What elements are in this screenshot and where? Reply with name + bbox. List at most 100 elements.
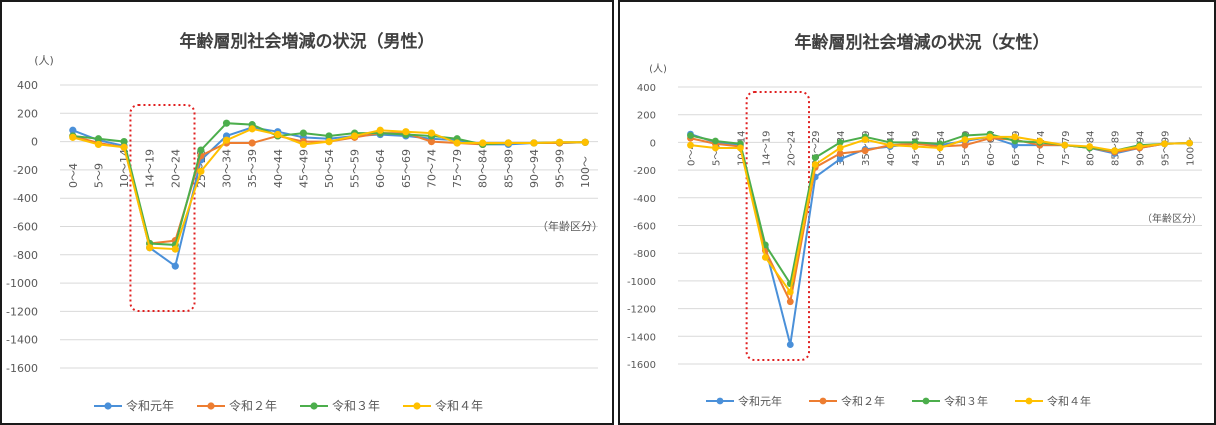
y-tick-label: -1200	[627, 305, 656, 316]
chart-panel-female: 年齢層別社会増減の状況（女性） (人) 400 200 0 -200 -400 -600 -80…	[618, 0, 1216, 425]
x-tick-label: 60～64	[986, 131, 997, 166]
data-point	[120, 138, 128, 146]
y-tick-label: 400	[637, 83, 656, 94]
data-point	[274, 130, 282, 139]
legend-label: 令和４年	[1047, 394, 1091, 408]
x-tick-label: 70～74	[425, 149, 438, 188]
highlight-box	[129, 104, 196, 312]
data-point	[325, 138, 333, 146]
x-tick-label: 75～79	[1061, 131, 1072, 166]
y-axis-unit-label: (人)	[34, 54, 54, 67]
legend-label: 令和３年	[944, 394, 988, 408]
x-tick-label: 95～99	[554, 149, 567, 188]
legend-swatch-marker	[922, 397, 930, 405]
y-tick-label: -1400	[627, 332, 656, 343]
x-tick-label: 50～54	[323, 149, 336, 188]
data-point	[325, 132, 333, 140]
data-point	[712, 144, 719, 152]
x-tick-label: 30～34	[221, 149, 234, 188]
x-tick-label: 90～94	[528, 149, 541, 188]
data-point	[1161, 140, 1168, 148]
y-tick-label: -600	[13, 221, 38, 234]
data-point	[911, 143, 919, 150]
legend-label: 令和３年	[332, 398, 380, 413]
chart-title: 年齢層別社会増減の状況（女性）	[795, 32, 1050, 53]
y-tick-label: -800	[633, 249, 656, 260]
data-point	[120, 143, 128, 151]
data-point	[453, 139, 461, 147]
x-tick-label: 65～69	[1011, 131, 1022, 166]
data-point	[961, 141, 969, 149]
data-point	[836, 150, 844, 157]
data-point	[222, 119, 231, 127]
data-point	[376, 126, 384, 134]
y-tick-label: -1600	[627, 360, 656, 371]
data-point	[197, 167, 205, 175]
data-point	[1186, 139, 1193, 147]
data-point	[427, 129, 436, 137]
data-point	[936, 144, 944, 152]
legend-swatch-marker	[716, 397, 724, 405]
y-tick-label: 200	[637, 111, 656, 122]
chart-svg: 年齢層別社会増減の状況（女性） (人) 400 200 0 -200 -400 -600 -80…	[627, 32, 1202, 408]
y-tick-label: -200	[633, 166, 656, 177]
data-point	[299, 129, 307, 137]
data-point	[687, 132, 694, 139]
legend-swatch-marker	[819, 397, 827, 405]
data-point	[1061, 141, 1069, 149]
y-tick-label: -1000	[627, 277, 656, 288]
data-point	[222, 136, 231, 144]
x-tick-label: 5～9	[92, 163, 105, 188]
data-point	[171, 262, 179, 270]
x-axis-unit-label: （年齢区分）	[1142, 212, 1202, 225]
data-point	[836, 144, 844, 152]
data-point	[581, 138, 589, 146]
x-tick-label: 40～44	[272, 149, 285, 188]
legend-swatch-marker	[1025, 397, 1033, 405]
x-tick-label: 45～49	[297, 149, 310, 188]
y-tick-label: -400	[13, 192, 38, 205]
x-tick-label: 55～59	[349, 149, 362, 188]
x-tick-label: 25～29	[811, 131, 822, 166]
data-point	[687, 141, 694, 149]
chart-title: 年齢層別社会増減の状況（男性）	[180, 31, 435, 52]
x-tick-label: 0～4	[67, 163, 80, 188]
data-point	[94, 140, 103, 149]
legend-swatch-marker	[310, 402, 318, 410]
y-tick-label: -1400	[6, 334, 38, 347]
data-point	[146, 244, 154, 252]
data-point	[836, 139, 844, 146]
data-point	[736, 144, 744, 152]
data-point	[479, 139, 487, 147]
data-point	[1111, 147, 1119, 155]
data-point	[248, 125, 256, 133]
y-tick-label: -1600	[6, 362, 38, 375]
data-point	[786, 298, 794, 306]
y-tick-label: 0	[31, 136, 38, 149]
data-point	[1011, 133, 1019, 141]
x-axis-unit-label: （年齢区分）	[537, 219, 603, 233]
x-tick-label: 95～99	[1161, 131, 1172, 166]
data-point	[248, 139, 256, 147]
legend-label: 令和元年	[126, 398, 174, 413]
y-tick-label: 400	[17, 79, 38, 92]
data-point	[94, 135, 103, 143]
x-tick-label: 60～64	[374, 149, 387, 188]
x-tick-label: 55～59	[961, 131, 972, 166]
data-point	[712, 137, 719, 145]
legend-swatch-marker	[207, 402, 215, 410]
data-point	[811, 154, 819, 162]
legend-swatch-marker	[413, 402, 421, 410]
data-point	[197, 146, 205, 154]
y-tick-label: -600	[633, 222, 656, 233]
x-tick-label: 5～9	[711, 143, 722, 166]
x-tick-label: 70～74	[1036, 131, 1047, 166]
legend-swatch-marker	[104, 402, 112, 410]
y-tick-label: -200	[13, 164, 38, 177]
data-point	[761, 253, 769, 261]
y-axis-unit-label: (人)	[649, 63, 667, 75]
data-point	[530, 139, 538, 147]
y-tick-label: -1000	[6, 277, 38, 290]
x-tick-label: 14～19	[144, 149, 157, 188]
data-point	[786, 288, 794, 296]
